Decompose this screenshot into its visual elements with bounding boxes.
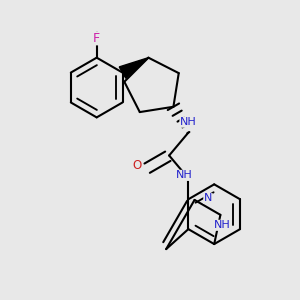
Text: F: F [93, 32, 100, 45]
Text: NH: NH [180, 117, 197, 127]
Polygon shape [119, 58, 148, 78]
Text: O: O [132, 159, 142, 172]
Text: N: N [204, 194, 212, 203]
Text: NH: NH [176, 170, 192, 180]
Text: NH: NH [214, 220, 230, 230]
